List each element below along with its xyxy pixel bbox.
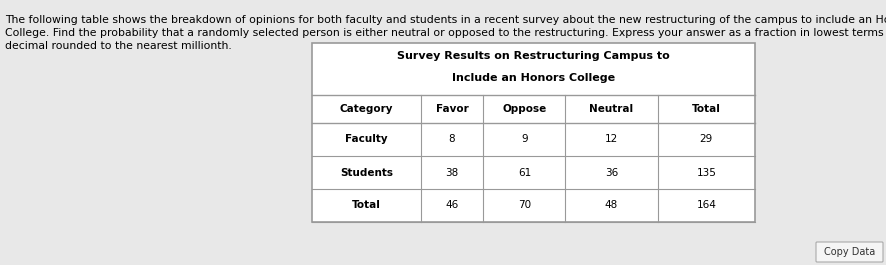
- Text: 38: 38: [446, 167, 459, 178]
- Text: Survey Results on Restructuring Campus to: Survey Results on Restructuring Campus t…: [397, 51, 670, 61]
- Text: Students: Students: [339, 167, 392, 178]
- Text: 36: 36: [605, 167, 618, 178]
- Text: Neutral: Neutral: [589, 104, 633, 114]
- Bar: [312, 43, 755, 222]
- FancyBboxPatch shape: [816, 242, 883, 262]
- Text: 135: 135: [696, 167, 716, 178]
- Text: 9: 9: [521, 135, 528, 144]
- Text: Copy Data: Copy Data: [824, 247, 875, 257]
- Text: 70: 70: [517, 201, 531, 210]
- Text: Total: Total: [692, 104, 720, 114]
- Text: Oppose: Oppose: [502, 104, 547, 114]
- Text: Include an Honors College: Include an Honors College: [452, 73, 615, 83]
- Text: 29: 29: [700, 135, 713, 144]
- Text: 8: 8: [448, 135, 455, 144]
- Text: 61: 61: [517, 167, 531, 178]
- Text: Faculty: Faculty: [345, 135, 387, 144]
- Text: Favor: Favor: [436, 104, 469, 114]
- Text: 164: 164: [696, 201, 716, 210]
- Text: 48: 48: [605, 201, 618, 210]
- Text: The following table shows the breakdown of opinions for both faculty and student: The following table shows the breakdown …: [5, 15, 886, 51]
- Text: 12: 12: [605, 135, 618, 144]
- Text: 46: 46: [446, 201, 459, 210]
- Text: Total: Total: [352, 201, 381, 210]
- Text: Category: Category: [339, 104, 393, 114]
